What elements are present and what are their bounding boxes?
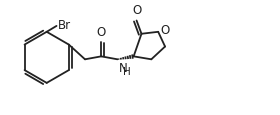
Text: O: O — [132, 4, 141, 17]
Text: Br: Br — [58, 19, 71, 32]
Text: O: O — [97, 26, 106, 38]
Text: H: H — [123, 67, 130, 76]
Text: O: O — [160, 24, 169, 37]
Text: N: N — [119, 62, 127, 75]
